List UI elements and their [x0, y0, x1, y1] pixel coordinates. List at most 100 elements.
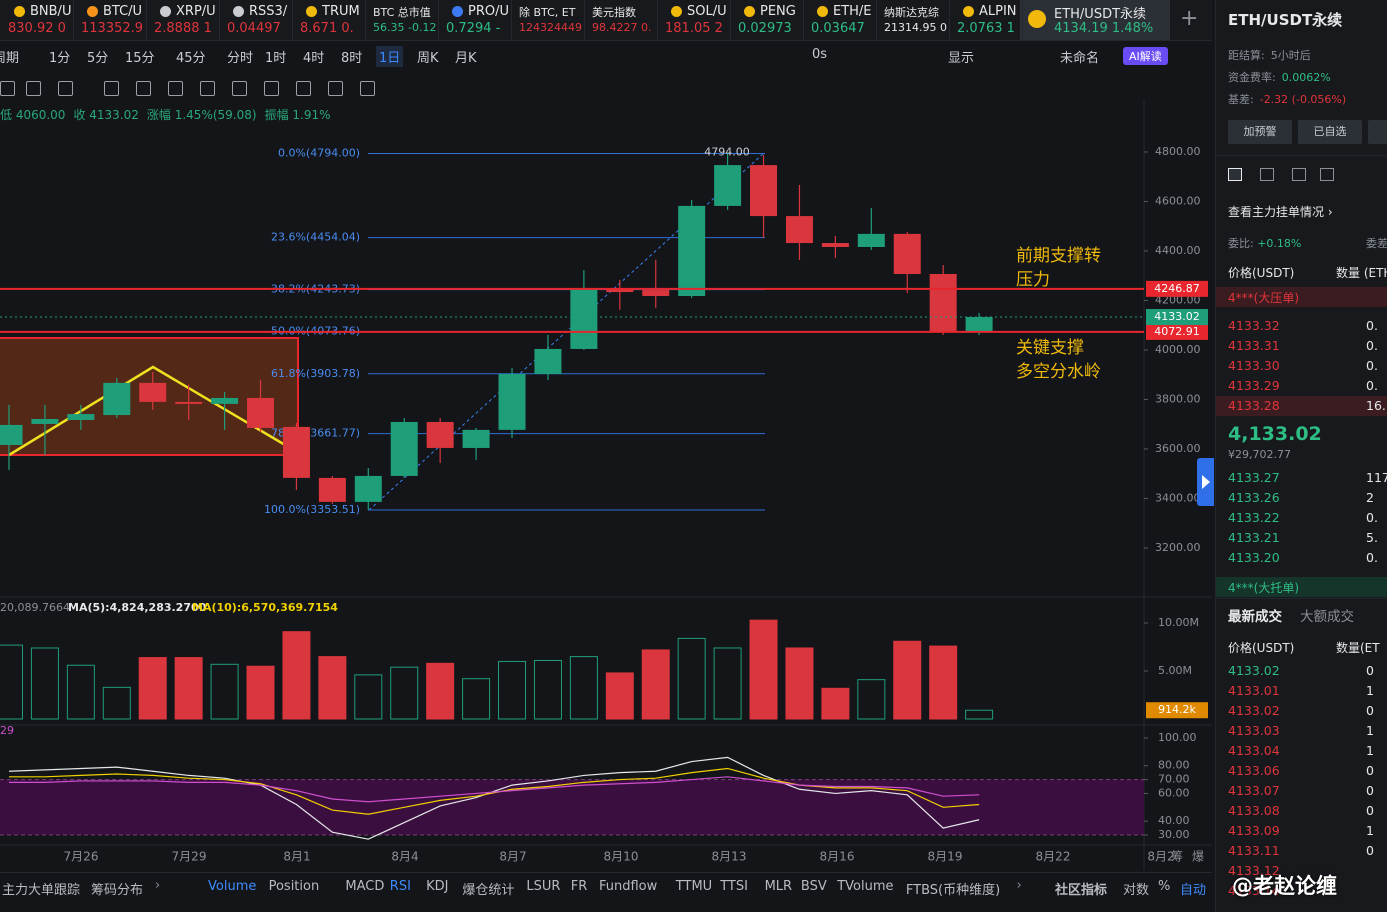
ticker[interactable]: SOL/U 181.05 2: [657, 0, 731, 40]
book-row[interactable]: 4133.12: [1228, 861, 1387, 881]
tab[interactable]: RSI: [389, 879, 411, 894]
period-button[interactable]: 周期: [0, 51, 20, 66]
toolbar-button[interactable]: AI解读: [1123, 47, 1168, 65]
tool-icon[interactable]: [264, 81, 279, 96]
period-button[interactable]: 分时: [227, 51, 254, 66]
book-row[interactable]: 4133.02 0: [1228, 701, 1387, 721]
ticker[interactable]: BNB/U 830.92 0: [0, 0, 74, 40]
toolbar-button[interactable]: 未命名: [1060, 51, 1100, 66]
tab[interactable]: %: [1158, 879, 1171, 894]
tool-icon[interactable]: [232, 81, 247, 96]
tab[interactable]: KDJ: [426, 879, 449, 894]
tab[interactable]: Position: [268, 879, 320, 894]
period-button[interactable]: 周K: [417, 51, 439, 66]
ticker[interactable]: BTC/U 113352.9: [73, 0, 147, 40]
tab[interactable]: 对数: [1123, 883, 1150, 898]
ticker[interactable]: 除 BTC, ET 124324449: [511, 0, 585, 40]
trade-tab[interactable]: 大额成交: [1300, 609, 1354, 625]
add-tab[interactable]: +: [1180, 6, 1199, 31]
ticker[interactable]: BTC 总市值 56.35 -0.12: [365, 0, 439, 40]
tab[interactable]: TTSI: [720, 879, 748, 894]
book-row[interactable]: 4133.27 117.: [1228, 468, 1387, 488]
panel-icon[interactable]: [1260, 168, 1274, 181]
ticker[interactable]: PRO/U 0.7294 -: [438, 0, 512, 40]
book-row[interactable]: 4133.30 0.: [1228, 356, 1387, 376]
tool-icon[interactable]: [168, 81, 183, 96]
book-row[interactable]: 4133.08 0: [1228, 801, 1387, 821]
ticker[interactable]: RSS3/0.04497: [219, 0, 293, 40]
book-row[interactable]: 4133.26 2: [1228, 488, 1387, 508]
tab[interactable]: Volume: [208, 879, 257, 894]
book-row[interactable]: 4133.11 0: [1228, 841, 1387, 861]
tab[interactable]: TTMU: [675, 879, 713, 894]
expand-tab[interactable]: [1197, 458, 1214, 506]
book-row[interactable]: 4133.32 0.: [1228, 316, 1387, 336]
tab[interactable]: FTBS(币种维度): [905, 883, 1001, 898]
book-row[interactable]: 4133.31 0.: [1228, 336, 1387, 356]
active-ticker[interactable]: ETH/USDT永续 4134.19 1.48%: [1020, 0, 1170, 40]
tab[interactable]: MACD: [345, 879, 385, 894]
tab[interactable]: LSUR: [526, 879, 561, 894]
period-button[interactable]: 1时: [265, 51, 287, 66]
panel-button[interactable]: [1368, 120, 1387, 144]
tool-icon[interactable]: [360, 81, 375, 96]
ticker[interactable]: PENG 0.02973: [730, 0, 804, 40]
ticker[interactable]: 纳斯达克综 21314.95 0: [876, 0, 950, 40]
tab[interactable]: MLR: [764, 879, 793, 894]
tab[interactable]: 主力大单跟踪: [2, 883, 81, 898]
trade-tab[interactable]: 最新成交: [1228, 609, 1282, 625]
tab[interactable]: 自动: [1180, 883, 1207, 898]
tool-icon[interactable]: [26, 81, 41, 96]
tab[interactable]: 筹码分布: [91, 883, 144, 898]
book-row[interactable]: 4133.02 0: [1228, 661, 1387, 681]
tab-arrow[interactable]: ›: [155, 878, 161, 893]
tab[interactable]: Fundflow: [599, 879, 658, 894]
book-row[interactable]: 4133.21 5.: [1228, 528, 1387, 548]
book-row[interactable]: 4133.03 1: [1228, 721, 1387, 741]
tab[interactable]: 社区指标: [1055, 883, 1108, 898]
book-row[interactable]: 4133.01 1: [1228, 681, 1387, 701]
tab[interactable]: TVolume: [837, 879, 894, 894]
tab-arrow[interactable]: ›: [1016, 878, 1022, 893]
panel-icon[interactable]: [1320, 168, 1334, 181]
panel-icon[interactable]: [1292, 168, 1306, 181]
ticker[interactable]: ETH/E 0.03647: [803, 0, 877, 40]
tool-icon[interactable]: [58, 81, 73, 96]
tool-icon[interactable]: [104, 81, 119, 96]
book-row[interactable]: 4133.29 0.: [1228, 376, 1387, 396]
toolbar-button[interactable]: 显示: [948, 51, 975, 66]
period-button[interactable]: 15分: [125, 51, 155, 66]
toolbar-button[interactable]: 0s: [812, 47, 828, 62]
ticker[interactable]: 美元指数 98.4227 0.: [584, 0, 658, 40]
tab[interactable]: BSV: [800, 879, 827, 894]
panel-button[interactable]: 已自选: [1298, 120, 1362, 144]
period-button[interactable]: 月K: [455, 51, 477, 66]
period-button[interactable]: 45分: [176, 51, 206, 66]
ticker[interactable]: TRUM 8.671 0.: [292, 0, 366, 40]
period-button[interactable]: 1分: [49, 51, 71, 66]
ticker[interactable]: XRP/U 2.8888 1: [146, 0, 220, 40]
period-button[interactable]: 4时: [303, 51, 325, 66]
tool-icon[interactable]: [0, 81, 15, 96]
tool-icon[interactable]: [200, 81, 215, 96]
ticker[interactable]: ALPIN 2.0763 1: [949, 0, 1023, 40]
panel-link[interactable]: 查看主力挂单情况 ›: [1228, 205, 1333, 219]
period-button[interactable]: 5分: [87, 51, 109, 66]
book-row[interactable]: 4133.20 0.: [1228, 548, 1387, 568]
book-row[interactable]: 4133.14: [1228, 881, 1387, 901]
book-row[interactable]: 4133.04 1: [1228, 741, 1387, 761]
book-row[interactable]: 4133.28 16.: [1228, 396, 1387, 416]
panel-button[interactable]: 加预警: [1228, 120, 1292, 144]
book-row[interactable]: 4133.09 1: [1228, 821, 1387, 841]
tool-icon[interactable]: [296, 81, 311, 96]
tab[interactable]: FR: [570, 879, 588, 894]
period-button[interactable]: 1日: [376, 46, 404, 67]
period-button[interactable]: 8时: [341, 51, 363, 66]
book-row[interactable]: 4133.22 0.: [1228, 508, 1387, 528]
tool-icon[interactable]: [136, 81, 151, 96]
tool-icon[interactable]: [328, 81, 343, 96]
book-row[interactable]: 4133.07 0: [1228, 781, 1387, 801]
book-row[interactable]: 4133.06 0: [1228, 761, 1387, 781]
panel-icon[interactable]: [1228, 168, 1242, 181]
tab[interactable]: 爆仓统计: [462, 883, 515, 898]
